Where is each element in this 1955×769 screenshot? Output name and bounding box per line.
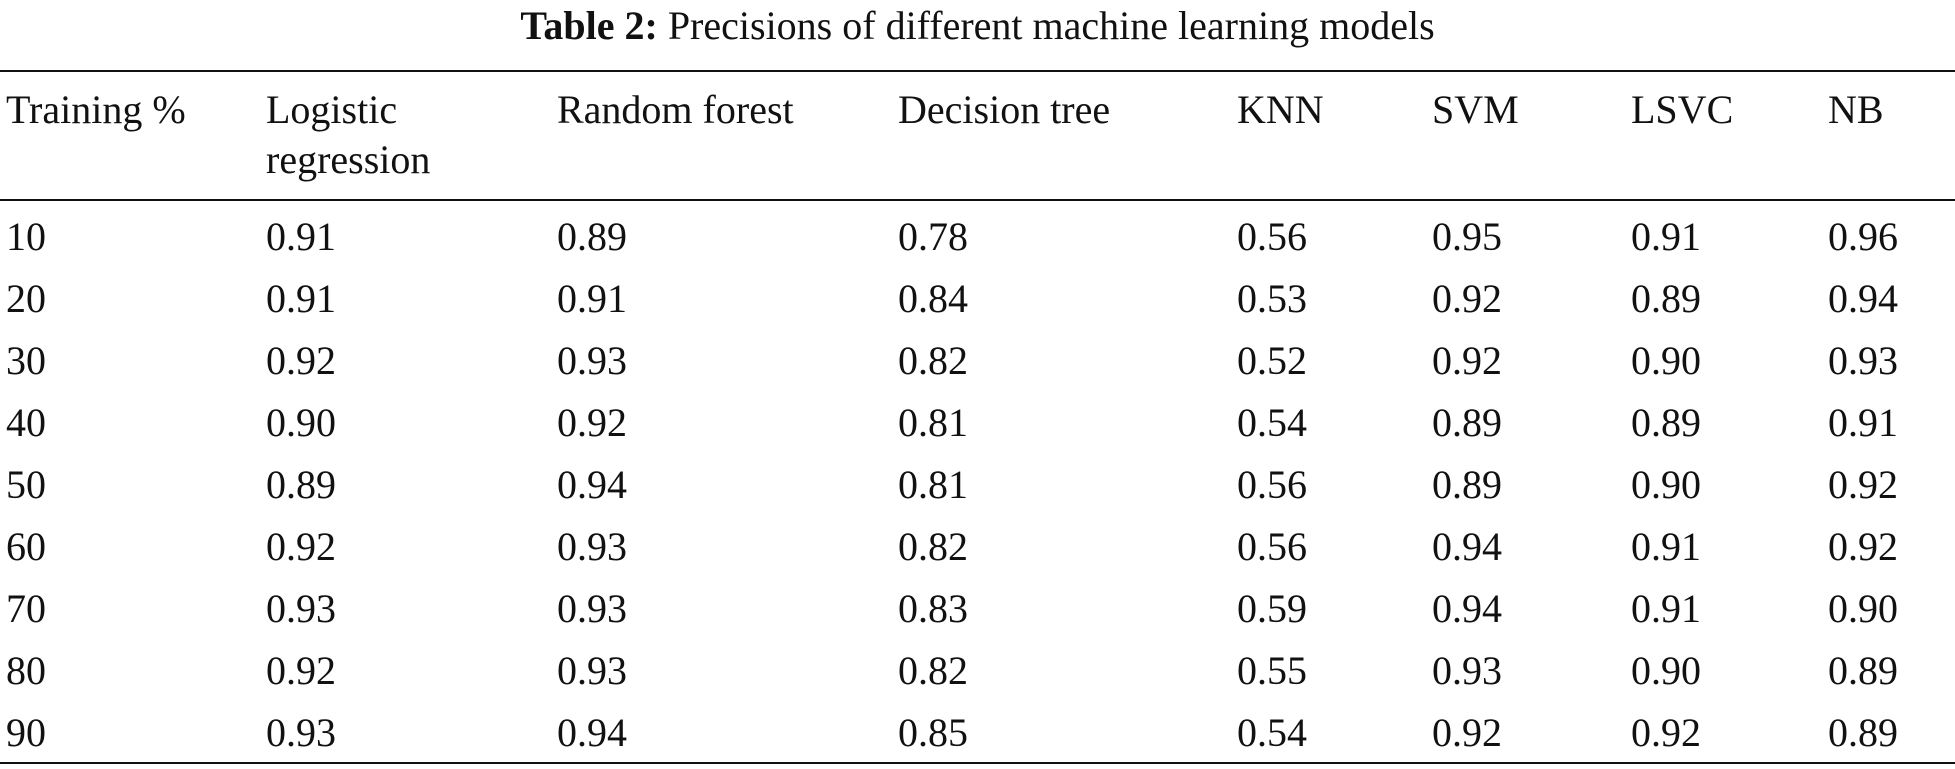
- table-cell: 0.82: [898, 338, 968, 383]
- table-cell: 0.92: [1432, 710, 1502, 755]
- table-cell: 0.92: [1432, 338, 1502, 383]
- table-cell: 0.95: [1432, 214, 1502, 259]
- table-cell: 20: [6, 276, 46, 321]
- table-cell: 90: [6, 710, 46, 755]
- table-cell: 0.85: [898, 710, 968, 755]
- table-cell: 0.89: [1432, 462, 1502, 507]
- table-cell: 0.93: [557, 524, 627, 569]
- table-cell: 0.89: [1631, 400, 1701, 445]
- table-cell: 60: [6, 524, 46, 569]
- table-cell: 0.93: [557, 586, 627, 631]
- table-cell: 0.89: [557, 214, 627, 259]
- caption-text: Precisions of different machine learning…: [667, 3, 1435, 48]
- table-cell: 0.96: [1828, 214, 1898, 259]
- table-cell: 0.56: [1237, 462, 1307, 507]
- table-cell: 0.94: [557, 462, 627, 507]
- table-cell: 0.92: [1631, 710, 1701, 755]
- table-cell: 0.90: [1631, 648, 1701, 693]
- table-cell: 0.52: [1237, 338, 1307, 383]
- table-cell: 0.82: [898, 648, 968, 693]
- header-rule: [0, 199, 1955, 201]
- table-cell: 0.90: [266, 400, 336, 445]
- header-cell: Training %: [6, 87, 186, 132]
- table-cell: 0.94: [1432, 586, 1502, 631]
- table-cell: 0.90: [1631, 338, 1701, 383]
- header-cell: KNN: [1237, 87, 1324, 132]
- header-cell: Decision tree: [898, 87, 1111, 132]
- table-cell: 0.92: [266, 648, 336, 693]
- table-cell: 0.56: [1237, 214, 1307, 259]
- header-cell: LSVC: [1631, 87, 1734, 132]
- table-cell: 0.92: [1432, 276, 1502, 321]
- table-cell: 0.91: [1828, 400, 1898, 445]
- table-cell: 0.83: [898, 586, 968, 631]
- table-cell: 0.59: [1237, 586, 1307, 631]
- table-cell: 0.89: [1828, 710, 1898, 755]
- table-cell: 0.55: [1237, 648, 1307, 693]
- table-cell: 30: [6, 338, 46, 383]
- table-cell: 0.82: [898, 524, 968, 569]
- table-cell: 0.56: [1237, 524, 1307, 569]
- table-cell: 0.84: [898, 276, 968, 321]
- table-cell: 0.54: [1237, 400, 1307, 445]
- table-cell: 0.89: [1432, 400, 1502, 445]
- table-cell: 0.89: [1631, 276, 1701, 321]
- table-cell: 0.93: [1432, 648, 1502, 693]
- table-cell: 70: [6, 586, 46, 631]
- table-cell: 0.91: [1631, 586, 1701, 631]
- table-cell: 0.93: [557, 338, 627, 383]
- table-cell: 0.91: [266, 276, 336, 321]
- table-cell: 0.91: [1631, 214, 1701, 259]
- table-cell: 0.81: [898, 462, 968, 507]
- table-cell: 0.94: [1828, 276, 1898, 321]
- header-cell: SVM: [1432, 87, 1519, 132]
- table-cell: 0.91: [266, 214, 336, 259]
- table-cell: 80: [6, 648, 46, 693]
- table-cell: 10: [6, 214, 46, 259]
- table-cell: 0.92: [557, 400, 627, 445]
- table-cell: 0.92: [266, 338, 336, 383]
- table-cell: 0.92: [266, 524, 336, 569]
- header-cell: NB: [1828, 87, 1884, 132]
- table-cell: 0.93: [557, 648, 627, 693]
- table-cell: 0.92: [1828, 524, 1898, 569]
- table-cell: 0.89: [266, 462, 336, 507]
- table-cell: 0.78: [898, 214, 968, 259]
- table-cell: 0.89: [1828, 648, 1898, 693]
- table-caption: Table 2: Precisions of different machine …: [0, 2, 1955, 49]
- table-cell: 0.93: [266, 586, 336, 631]
- header-cell: Random forest: [557, 87, 794, 132]
- table-cell: 0.53: [1237, 276, 1307, 321]
- table-cell: 40: [6, 400, 46, 445]
- table-cell: 0.93: [1828, 338, 1898, 383]
- table-cell: 0.94: [557, 710, 627, 755]
- table-cell: 0.90: [1828, 586, 1898, 631]
- table-cell: 0.90: [1631, 462, 1701, 507]
- top-rule: [0, 70, 1955, 72]
- table-cell: 0.81: [898, 400, 968, 445]
- header-cell: Logistic regression: [266, 87, 431, 182]
- table-cell: 0.92: [1828, 462, 1898, 507]
- bottom-rule: [0, 762, 1955, 764]
- caption-label: Table 2:: [520, 3, 658, 48]
- table-cell: 0.91: [557, 276, 627, 321]
- table-cell: 50: [6, 462, 46, 507]
- table-cell: 0.94: [1432, 524, 1502, 569]
- table-cell: 0.93: [266, 710, 336, 755]
- table-cell: 0.54: [1237, 710, 1307, 755]
- table-cell: 0.91: [1631, 524, 1701, 569]
